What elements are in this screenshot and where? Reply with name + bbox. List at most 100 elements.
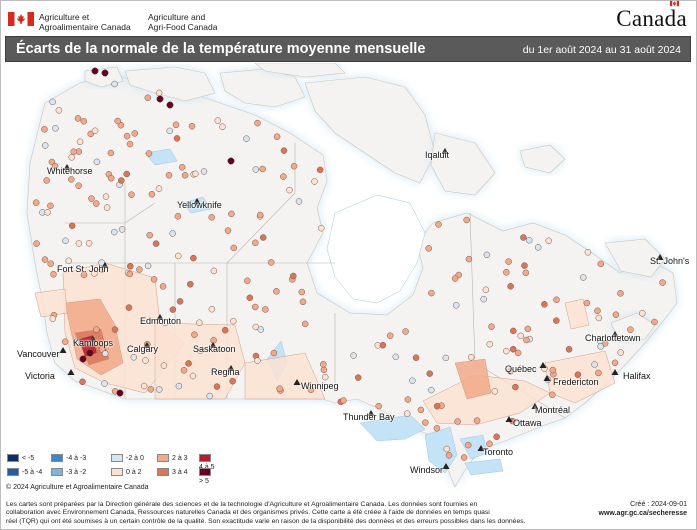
station-marker bbox=[88, 195, 95, 202]
station-marker bbox=[114, 117, 121, 125]
station-marker bbox=[525, 237, 533, 244]
city-marker bbox=[209, 342, 217, 348]
station-marker bbox=[166, 127, 173, 135]
station-marker bbox=[165, 171, 173, 179]
station-marker bbox=[617, 349, 624, 356]
station-marker bbox=[257, 326, 265, 333]
station-marker bbox=[91, 67, 99, 75]
station-marker bbox=[473, 417, 481, 424]
city-markers bbox=[59, 148, 664, 469]
station-marker bbox=[116, 389, 124, 397]
city-label: Yellowknife bbox=[177, 200, 222, 210]
station-marker bbox=[445, 452, 453, 459]
station-marker bbox=[169, 306, 177, 313]
station-marker bbox=[172, 121, 180, 129]
legend-swatch bbox=[111, 468, 123, 476]
date-range: du 1er août 2024 au 31 août 2024 bbox=[522, 44, 681, 56]
station-marker bbox=[148, 191, 156, 198]
city-label: Ottawa bbox=[513, 418, 542, 428]
station-marker bbox=[375, 402, 382, 410]
station-marker bbox=[159, 283, 167, 290]
station-marker bbox=[524, 325, 532, 333]
station-marker bbox=[465, 255, 473, 263]
station-marker bbox=[169, 230, 176, 237]
legend-swatch bbox=[51, 454, 63, 462]
station-marker bbox=[145, 150, 153, 157]
station-marker bbox=[491, 388, 499, 395]
station-marker bbox=[276, 385, 283, 392]
station-marker bbox=[47, 260, 54, 267]
legend: < -5 -5 à -4 -4 à -3 -3 à -2 -2 à 0 0 à 2 2 à … bbox=[7, 454, 217, 485]
city-marker bbox=[442, 463, 450, 469]
city-label: Whitehorse bbox=[47, 166, 93, 176]
station-marker bbox=[290, 162, 298, 170]
station-marker bbox=[243, 135, 250, 142]
city-marker bbox=[101, 262, 109, 268]
station-marker bbox=[409, 377, 416, 384]
station-marker bbox=[178, 164, 186, 171]
station-marker bbox=[206, 392, 213, 400]
city-marker bbox=[367, 410, 375, 416]
city-marker bbox=[543, 375, 551, 381]
station-marker bbox=[549, 391, 556, 399]
station-marker bbox=[79, 378, 86, 386]
city-marker bbox=[63, 164, 71, 170]
station-marker bbox=[517, 332, 524, 340]
station-marker bbox=[392, 353, 400, 361]
city-marker bbox=[477, 445, 485, 451]
legend-label: -5 à -4 bbox=[22, 469, 43, 476]
station-marker bbox=[173, 135, 181, 142]
station-marker bbox=[155, 185, 163, 192]
station-marker bbox=[574, 371, 582, 378]
station-marker bbox=[174, 213, 182, 220]
station-marker bbox=[68, 176, 75, 183]
station-marker bbox=[267, 259, 275, 266]
station-marker bbox=[144, 94, 152, 102]
legend-swatch bbox=[157, 468, 169, 476]
station-marker bbox=[612, 311, 620, 318]
station-marker bbox=[584, 249, 592, 256]
station-marker bbox=[595, 369, 602, 377]
city-label: Vancouver bbox=[17, 349, 60, 359]
station-marker bbox=[505, 258, 512, 265]
station-marker bbox=[595, 314, 603, 322]
station-marker bbox=[32, 199, 40, 206]
city-marker bbox=[656, 254, 664, 260]
station-marker bbox=[111, 80, 118, 88]
station-marker bbox=[68, 222, 76, 230]
city-label: Québec bbox=[505, 364, 537, 374]
legend-swatch bbox=[7, 454, 19, 462]
station-marker bbox=[192, 170, 199, 178]
station-marker bbox=[126, 270, 134, 278]
legend-label: < -5 bbox=[22, 455, 35, 462]
station-marker bbox=[213, 383, 221, 390]
station-marker bbox=[514, 349, 522, 357]
station-marker bbox=[228, 210, 235, 218]
dept-fr-line1: Agriculture et bbox=[39, 12, 90, 22]
station-marker bbox=[87, 130, 94, 138]
footnote: Les cartes sont préparées par la Directi… bbox=[6, 501, 616, 526]
legend-swatch bbox=[51, 468, 63, 476]
station-marker bbox=[464, 441, 472, 449]
station-marker bbox=[101, 350, 109, 357]
city-marker bbox=[67, 369, 75, 375]
station-marker bbox=[214, 117, 222, 124]
station-marker bbox=[270, 349, 278, 357]
station-marker bbox=[404, 396, 412, 403]
legend-swatch bbox=[157, 454, 169, 462]
station-marker bbox=[252, 239, 259, 247]
station-marker bbox=[512, 383, 519, 391]
station-marker bbox=[417, 406, 425, 414]
station-marker bbox=[503, 269, 510, 276]
station-marker bbox=[118, 177, 125, 184]
city-marker bbox=[505, 416, 513, 422]
station-marker bbox=[152, 240, 160, 247]
station-marker bbox=[316, 166, 324, 174]
city-marker bbox=[539, 362, 547, 368]
station-marker bbox=[156, 95, 164, 103]
station-marker bbox=[155, 89, 163, 97]
station-marker bbox=[280, 147, 288, 154]
wordmark-flag-icon bbox=[670, 0, 680, 7]
department-name-en: Agriculture and Agri-Food Canada bbox=[148, 12, 217, 32]
station-marker bbox=[62, 237, 69, 245]
